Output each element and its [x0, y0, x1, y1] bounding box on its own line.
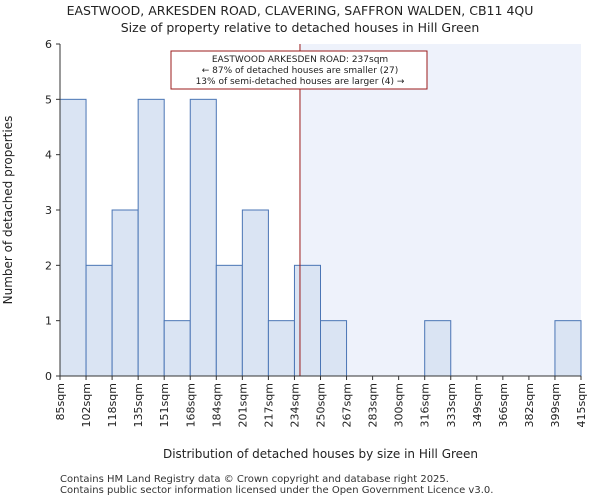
histogram-bar — [293, 264, 322, 377]
y-tick-label: 6 — [45, 38, 52, 51]
footer-line-2: Contains public sector information licen… — [60, 485, 494, 496]
chart-subtitle: Size of property relative to detached ho… — [120, 20, 480, 35]
x-tick-label: 184sqm — [210, 383, 223, 427]
y-tick-label: 0 — [45, 370, 52, 383]
x-axis-label: Distribution of detached houses by size … — [163, 447, 478, 461]
x-tick-label: 382sqm — [523, 383, 536, 427]
y-tick-label: 3 — [45, 204, 52, 217]
footer-line-1: Contains HM Land Registry data © Crown c… — [60, 474, 449, 485]
histogram-bar — [137, 98, 165, 377]
histogram-bar — [111, 209, 139, 377]
histogram-bar — [424, 320, 452, 377]
histogram-bar — [163, 320, 191, 377]
histogram-bar — [554, 320, 582, 377]
x-tick-label: 217sqm — [262, 383, 275, 427]
x-tick-label: 349sqm — [471, 383, 484, 427]
x-tick-label: 201sqm — [236, 383, 249, 427]
x-tick-label: 151sqm — [158, 383, 171, 427]
histogram-bar — [241, 209, 269, 377]
annotation-box — [170, 50, 428, 90]
y-tick-label: 2 — [45, 259, 52, 272]
x-tick-label: 415sqm — [575, 383, 588, 427]
x-tick-label: 316sqm — [419, 383, 432, 427]
x-tick-label: 267sqm — [341, 383, 354, 427]
y-tick-label: 4 — [45, 149, 52, 162]
annotation-line-2: ← 87% of detached houses are smaller (27… — [202, 66, 399, 76]
x-tick-label: 366sqm — [497, 383, 510, 427]
histogram-bar — [85, 264, 113, 377]
chart-title: EASTWOOD, ARKESDEN ROAD, CLAVERING, SAFF… — [66, 3, 534, 18]
histogram-bar — [189, 98, 217, 377]
x-tick-label: 283sqm — [367, 383, 380, 427]
x-tick-label: 250sqm — [315, 383, 328, 427]
histogram-bar — [59, 98, 87, 377]
x-tick-label: 234sqm — [288, 383, 301, 427]
annotation-line-1: EASTWOOD ARKESDEN ROAD: 237sqm — [212, 55, 388, 65]
y-tick-label: 1 — [45, 315, 52, 328]
y-axis-label: Number of detached properties — [1, 116, 15, 305]
histogram-bar — [320, 320, 348, 377]
x-tick-label: 102sqm — [80, 383, 93, 427]
histogram-bar — [267, 320, 295, 377]
x-tick-label: 300sqm — [393, 383, 406, 427]
x-tick-label: 118sqm — [106, 383, 119, 427]
x-tick-label: 168sqm — [184, 383, 197, 427]
y-tick-label: 5 — [45, 93, 52, 106]
subject-annotation: EASTWOOD ARKESDEN ROAD: 237sqm ← 87% of … — [170, 50, 428, 90]
x-tick-label: 135sqm — [132, 383, 145, 427]
x-tick-label: 333sqm — [445, 383, 458, 427]
annotation-line-3: 13% of semi-detached houses are larger (… — [196, 77, 405, 87]
x-tick-label: 399sqm — [549, 383, 562, 427]
x-tick-label: 85sqm — [54, 383, 67, 420]
histogram-bar — [215, 264, 243, 377]
